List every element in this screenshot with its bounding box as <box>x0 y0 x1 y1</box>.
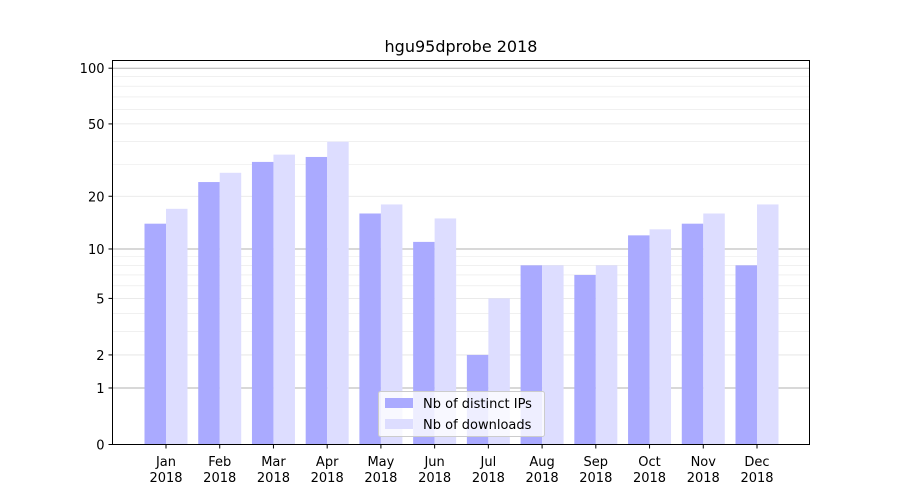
x-tick-label-year: 2018 <box>203 471 236 486</box>
legend-label: Nb of downloads <box>423 418 532 433</box>
x-tick-label-month: Jun <box>423 455 444 470</box>
bar-distinct-ips <box>359 213 381 445</box>
bar-distinct-ips <box>628 235 650 445</box>
x-tick-label-year: 2018 <box>149 471 182 486</box>
x-tick-label-year: 2018 <box>633 471 666 486</box>
x-tick-label-month: May <box>367 455 394 470</box>
bar-downloads <box>595 265 618 445</box>
bar-downloads <box>166 208 188 445</box>
x-tick-label-month: Nov <box>691 455 717 470</box>
bar-downloads <box>380 204 403 445</box>
y-tick-label: 0 <box>96 439 104 454</box>
x-tick-label-month: Apr <box>316 455 339 470</box>
bar-downloads <box>273 154 295 445</box>
bar-downloads <box>327 141 349 445</box>
y-tick-label: 1 <box>96 382 104 397</box>
bar-downloads <box>649 229 672 445</box>
x-tick-label-month: Jul <box>480 455 497 470</box>
x-tick-label-year: 2018 <box>257 471 290 486</box>
bar-downloads <box>542 265 564 445</box>
y-tick-label: 50 <box>88 118 105 133</box>
bar-distinct-ips <box>305 156 328 445</box>
x-tick-label-year: 2018 <box>579 471 612 486</box>
x-tick-label-year: 2018 <box>526 471 559 486</box>
x-tick-label-year: 2018 <box>687 471 720 486</box>
axes: 0125102050100Jan2018Feb2018Mar2018Apr201… <box>80 62 774 486</box>
bar-distinct-ips <box>144 223 166 445</box>
bar-downloads <box>757 204 779 445</box>
y-tick-label: 5 <box>96 292 104 307</box>
x-tick-label-month: Sep <box>584 455 609 470</box>
x-tick-label-month: Oct <box>638 455 660 470</box>
legend: Nb of distinct IPs Nb of downloads <box>378 391 545 437</box>
y-tick-label: 2 <box>96 349 104 364</box>
y-tick-label: 100 <box>80 62 105 77</box>
bar-distinct-ips <box>251 161 274 445</box>
y-tick-label: 10 <box>88 243 105 258</box>
bar-distinct-ips <box>198 182 220 445</box>
x-tick-label-month: Mar <box>261 455 286 470</box>
legend-box <box>378 391 545 437</box>
x-tick-label-year: 2018 <box>364 471 397 486</box>
x-tick-label-year: 2018 <box>740 471 773 486</box>
x-tick-label-month: Jan <box>155 455 176 470</box>
bar-downloads <box>434 218 457 445</box>
x-tick-label-year: 2018 <box>311 471 344 486</box>
x-tick-label-month: Dec <box>744 455 769 470</box>
bar-downloads <box>703 213 725 445</box>
bar-distinct-ips <box>681 223 704 445</box>
x-tick-label-month: Aug <box>529 455 554 470</box>
chart-title: hgu95dprobe 2018 <box>385 37 538 56</box>
x-tick-label-month: Feb <box>208 455 231 470</box>
bar-downloads <box>219 172 242 445</box>
legend-label: Nb of distinct IPs <box>423 397 532 412</box>
bar-distinct-ips <box>735 265 757 445</box>
x-tick-label-year: 2018 <box>418 471 451 486</box>
plot-frame <box>112 60 810 445</box>
y-tick-label: 20 <box>88 190 105 205</box>
x-tick-label-year: 2018 <box>472 471 505 486</box>
bar-distinct-ips <box>574 274 596 445</box>
legend-swatch <box>385 398 413 408</box>
legend-swatch <box>385 419 413 429</box>
